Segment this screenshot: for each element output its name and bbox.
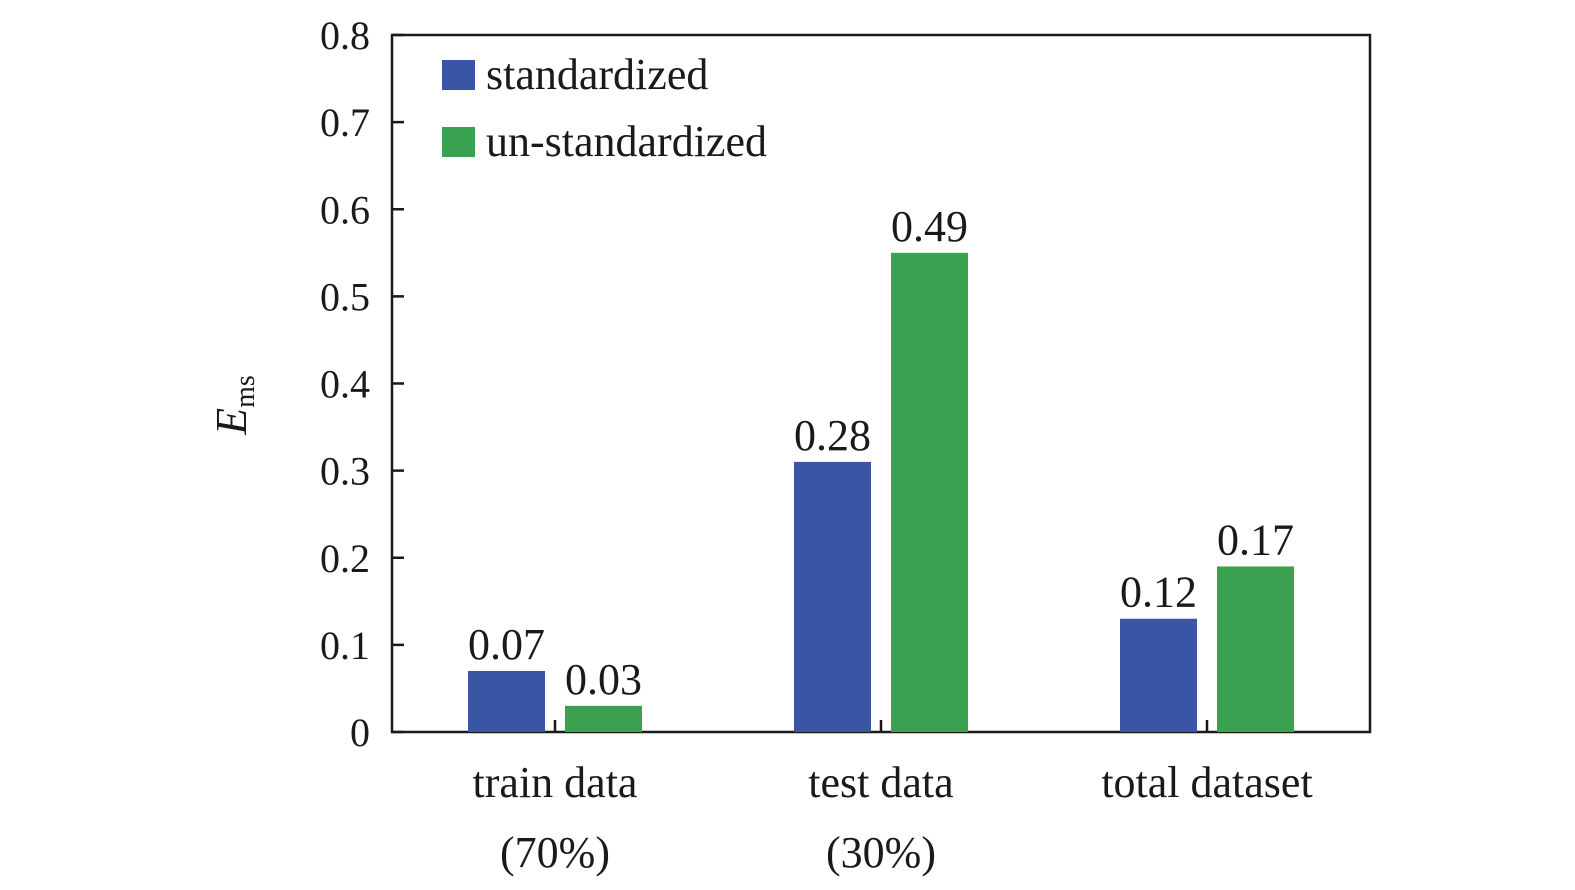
bar-value-label: 0.17 [1217, 515, 1294, 564]
legend-label: un-standardized [486, 117, 767, 166]
bar-standardized-1 [794, 461, 871, 732]
x-category-label: test data [808, 758, 953, 807]
bar-value-label: 0.07 [468, 620, 545, 669]
x-category-label: total dataset [1101, 758, 1312, 807]
y-tick-label: 0.3 [320, 449, 370, 494]
bars: 0.07 0.03 0.28 0.49 0.12 0.17 [468, 202, 1294, 732]
y-axis-title-sub: ms [230, 375, 261, 408]
bar-value-label: 0.03 [565, 655, 642, 704]
y-tick-label: 0.1 [320, 623, 370, 668]
y-tick-label: 0.5 [320, 274, 370, 319]
bar-un-standardized-0 [565, 705, 642, 732]
y-tick-label: 0.2 [320, 536, 370, 581]
y-tick-label: 0.7 [320, 100, 370, 145]
bar-un-standardized-2 [1217, 566, 1294, 732]
y-axis-ticks: 0 0.1 0.2 0.3 0.4 0.5 0.6 0.7 0.8 [320, 13, 404, 755]
bar-un-standardized-1 [891, 252, 968, 732]
bar-value-label: 0.12 [1120, 568, 1197, 617]
legend-swatch [442, 60, 475, 90]
y-tick-label: 0.4 [320, 362, 370, 407]
y-tick-label: 0 [350, 710, 370, 755]
x-axis-category-labels: train data (70%) test data (30%) total datas… [473, 720, 1313, 877]
y-axis-title: Ems [207, 375, 261, 436]
x-category-label: train data [473, 758, 638, 807]
legend-swatch [442, 127, 475, 157]
y-tick-label: 0.6 [320, 187, 370, 232]
legend: standardized un-standardized [442, 50, 767, 166]
x-category-label: (30%) [826, 828, 936, 877]
x-category-label: (70%) [500, 828, 610, 877]
bar-value-label: 0.28 [794, 411, 871, 460]
bar-value-label: 0.49 [891, 202, 968, 251]
bar-standardized-0 [468, 671, 545, 732]
legend-label: standardized [486, 50, 708, 99]
bar-standardized-2 [1120, 618, 1197, 732]
y-axis-title-main: E [207, 408, 256, 436]
y-tick-label: 0.8 [320, 13, 370, 58]
